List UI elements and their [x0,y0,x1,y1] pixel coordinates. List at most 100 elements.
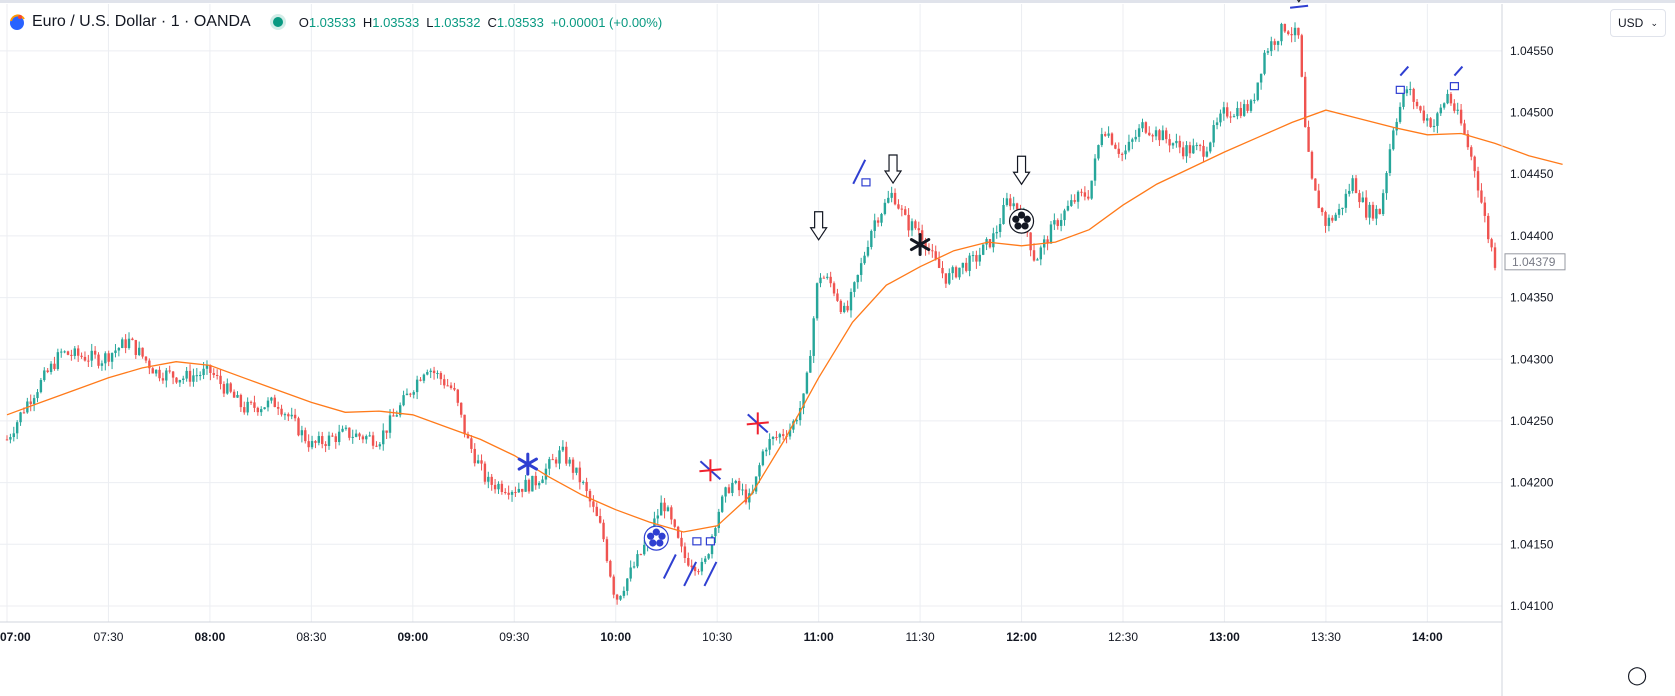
candle-body [900,208,904,210]
candle-body [771,436,775,440]
candle-body [829,276,832,284]
candle-body [659,502,663,516]
candle-body [388,415,392,433]
x-tick-label: 07:30 [93,630,123,644]
candle-body [1056,220,1059,226]
candle-body [39,380,43,393]
candle-body [1351,178,1354,191]
candle-body [1287,31,1290,35]
candle-body [1358,193,1361,203]
candle-body [73,348,76,356]
candle-body [724,487,727,497]
candle-body [1137,128,1141,137]
currency-dropdown[interactable]: USD ⌄ [1610,9,1666,37]
candle-body [409,393,412,395]
market-status-dot [272,17,283,27]
candle-body [466,434,470,439]
candle-body [1341,207,1344,210]
candle-body [124,339,127,348]
candle-body [690,565,693,568]
x-tick-label: 12:00 [1006,630,1037,644]
candle-body [1131,139,1134,142]
candle-body [717,511,720,529]
candle-body [917,228,920,231]
candle-body [49,363,53,372]
candle-body [398,405,402,416]
candle-body [1456,109,1459,111]
candle-body [673,519,676,527]
candle-body [100,363,104,366]
candle-body [1493,247,1497,268]
candle-body [121,339,124,348]
axis-settings-icon[interactable]: ◯ [1627,665,1648,685]
candle-body [1080,191,1083,193]
candle-body [517,488,521,493]
x-tick-label: 14:00 [1412,630,1443,644]
down-arrow-icon [883,154,903,185]
candle-body [15,422,19,434]
candle-body [1446,93,1449,104]
candle-body [1005,198,1009,205]
candle-body [1029,232,1032,251]
candle-body [1344,193,1348,208]
candle-body [1348,190,1351,194]
candle-body [700,561,704,572]
candle-body [853,282,856,292]
candle-body [1246,104,1249,111]
candle-body [1036,259,1039,261]
signal-markers [517,0,1464,587]
symbol-title[interactable]: Euro / U.S. Dollar · 1 · OANDA [32,13,251,30]
slash-icon [1453,65,1464,77]
symbol-header: Euro / U.S. Dollar · 1 · OANDA O1.03533 H… [8,10,669,34]
candle-body [426,372,429,375]
candle-body [836,293,839,301]
candle-body [358,433,361,437]
candle-body [944,273,948,284]
candle-body [971,255,975,257]
candle-body [920,230,924,240]
candle-body [571,459,575,473]
candle-body [1188,145,1192,154]
candle-body [246,401,249,413]
candle-body [524,479,527,492]
candle-body [63,351,66,353]
candle-body [107,353,110,362]
down-arrow-icon [809,211,828,241]
candle-body [490,476,493,485]
candle-body [1178,140,1181,148]
candle-body [215,374,219,376]
square-icon [861,178,871,187]
candle-body [321,436,324,445]
candle-body [1276,41,1280,45]
y-tick-label: 1.04200 [1510,476,1554,490]
candle-body [1392,130,1395,150]
candle-body [1364,197,1368,218]
candle-body [758,465,761,477]
candle-body [1253,99,1256,101]
candle-body [1273,41,1276,45]
flower-icon [1014,222,1022,230]
candle-body [1059,220,1063,226]
candle-body [734,480,737,483]
candle-body [537,483,541,486]
candle-body [1083,192,1087,197]
candle-body [1442,103,1446,108]
candle-body [910,221,914,231]
candle-body [809,355,812,373]
candle-body [822,277,826,279]
candle-body [1405,89,1409,94]
asterisk-icon [526,457,538,466]
candle-body [1120,153,1124,155]
candle-body [1327,217,1331,226]
candle-body [1134,136,1137,140]
y-tick-label: 1.04300 [1510,352,1554,366]
candle-body [22,412,26,414]
last-price-label: 1.04379 [1512,255,1556,269]
candle-body [595,506,598,517]
candle-body [1476,171,1480,191]
candle-body [1093,158,1097,181]
candle-body [1032,250,1036,261]
candle-body [670,507,673,520]
candle-body [1012,203,1015,207]
